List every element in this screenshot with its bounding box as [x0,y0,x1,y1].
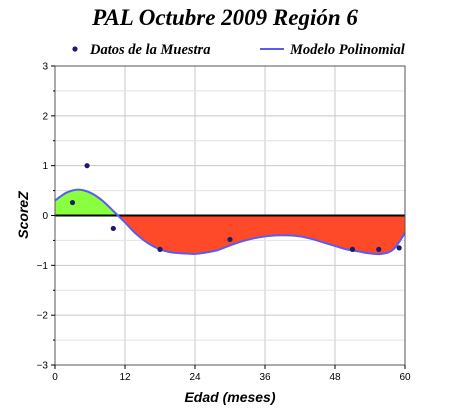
data-point [396,245,402,251]
legend-marker-muestra [72,46,78,52]
data-point [227,236,233,243]
x-tick-label: 36 [259,372,271,383]
y-tick-label: −1 [37,261,49,272]
positive-area [55,189,118,216]
y-tick-label: 0 [42,211,48,222]
x-tick-label: 0 [52,372,58,383]
y-tick-label: −3 [37,361,49,372]
y-tick-label: −2 [37,311,49,322]
negative-area [117,215,405,254]
data-point [349,246,356,252]
x-tick-label: 24 [189,372,201,383]
y-tick-label: 3 [42,62,48,73]
x-tick-label: 48 [329,372,341,383]
data-point [84,163,90,169]
data-point [69,199,76,206]
legend: Datos de la Muestra Modelo Polinomial [72,42,405,58]
x-tick-label: 12 [119,372,131,383]
data-point [376,246,382,252]
legend-label-modelo: Modelo Polinomial [289,42,405,58]
y-axis-label: ScoreZ [15,191,31,239]
y-tick-label: 1 [42,161,48,172]
y-tick-label: 2 [42,111,48,122]
data-point [110,225,116,232]
chart-title: PAL Octubre 2009 Región 6 [91,5,358,30]
x-tick-label: 60 [399,372,411,383]
data-point [157,246,163,252]
model-polynomial-line [54,188,406,256]
legend-label-muestra: Datos de la Muestra [89,42,210,58]
x-axis-label: Edad (meses) [184,389,275,405]
